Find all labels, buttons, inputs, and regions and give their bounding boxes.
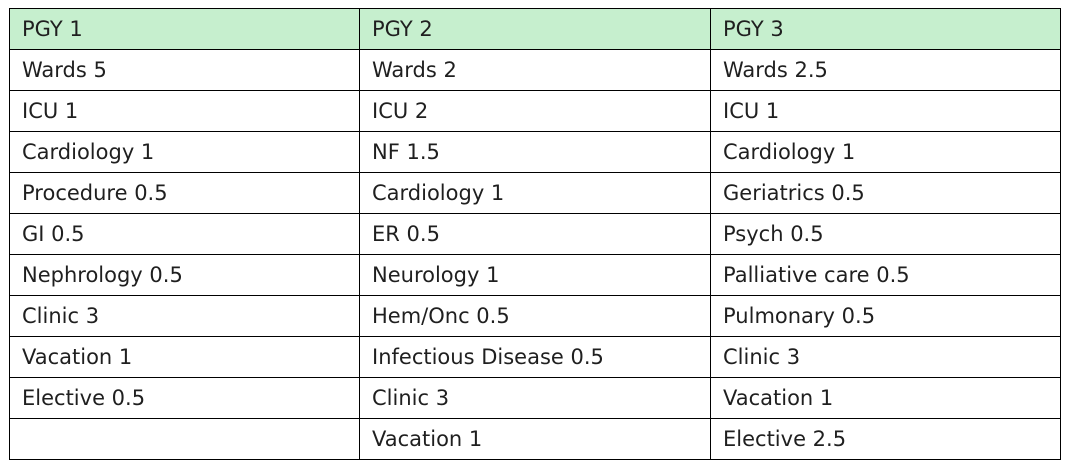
table-row: Elective 0.5 Clinic 3 Vacation 1 [9, 377, 1061, 419]
table-cell: Procedure 0.5 [9, 172, 360, 214]
table-cell: Infectious Disease 0.5 [359, 336, 711, 378]
table-cell: ER 0.5 [359, 213, 711, 255]
table-cell: Psych 0.5 [710, 213, 1061, 255]
table-cell: Vacation 1 [710, 377, 1061, 419]
table-cell: Nephrology 0.5 [9, 254, 360, 296]
table-cell: Elective 2.5 [710, 418, 1061, 460]
table-row: Nephrology 0.5 Neurology 1 Palliative ca… [9, 254, 1061, 296]
table-row: GI 0.5 ER 0.5 Psych 0.5 [9, 213, 1061, 255]
header-cell-pgy3: PGY 3 [710, 8, 1061, 50]
table-cell: Elective 0.5 [9, 377, 360, 419]
table-cell: Cardiology 1 [710, 131, 1061, 173]
table-cell: NF 1.5 [359, 131, 711, 173]
table-cell: ICU 1 [710, 90, 1061, 132]
table-header: PGY 1 PGY 2 PGY 3 [9, 8, 1061, 50]
rotation-table: PGY 1 PGY 2 PGY 3 Wards 5 Wards 2 Wards … [9, 8, 1061, 460]
table-cell: Cardiology 1 [9, 131, 360, 173]
table-cell: Wards 5 [9, 49, 360, 91]
table-row: Vacation 1 Elective 2.5 [9, 418, 1061, 460]
table-cell: Palliative care 0.5 [710, 254, 1061, 296]
table-cell: Clinic 3 [710, 336, 1061, 378]
header-cell-pgy1: PGY 1 [9, 8, 360, 50]
header-cell-pgy2: PGY 2 [359, 8, 711, 50]
table-cell: Vacation 1 [359, 418, 711, 460]
table-row: Wards 5 Wards 2 Wards 2.5 [9, 49, 1061, 91]
table-row: Vacation 1 Infectious Disease 0.5 Clinic… [9, 336, 1061, 378]
table-cell [9, 418, 360, 460]
table-cell: Wards 2.5 [710, 49, 1061, 91]
table-cell: Clinic 3 [359, 377, 711, 419]
table-row: ICU 1 ICU 2 ICU 1 [9, 90, 1061, 132]
table-cell: ICU 2 [359, 90, 711, 132]
table-cell: Vacation 1 [9, 336, 360, 378]
table-cell: GI 0.5 [9, 213, 360, 255]
table-cell: Wards 2 [359, 49, 711, 91]
table-cell: Geriatrics 0.5 [710, 172, 1061, 214]
table-cell: Pulmonary 0.5 [710, 295, 1061, 337]
table-cell: Clinic 3 [9, 295, 360, 337]
table-row: Clinic 3 Hem/Onc 0.5 Pulmonary 0.5 [9, 295, 1061, 337]
table-cell: ICU 1 [9, 90, 360, 132]
table-cell: Hem/Onc 0.5 [359, 295, 711, 337]
table-row: Cardiology 1 NF 1.5 Cardiology 1 [9, 131, 1061, 173]
table-cell: Cardiology 1 [359, 172, 711, 214]
table-row: Procedure 0.5 Cardiology 1 Geriatrics 0.… [9, 172, 1061, 214]
table-body: Wards 5 Wards 2 Wards 2.5 ICU 1 ICU 2 IC… [9, 49, 1061, 460]
header-row: PGY 1 PGY 2 PGY 3 [9, 8, 1061, 50]
table-cell: Neurology 1 [359, 254, 711, 296]
